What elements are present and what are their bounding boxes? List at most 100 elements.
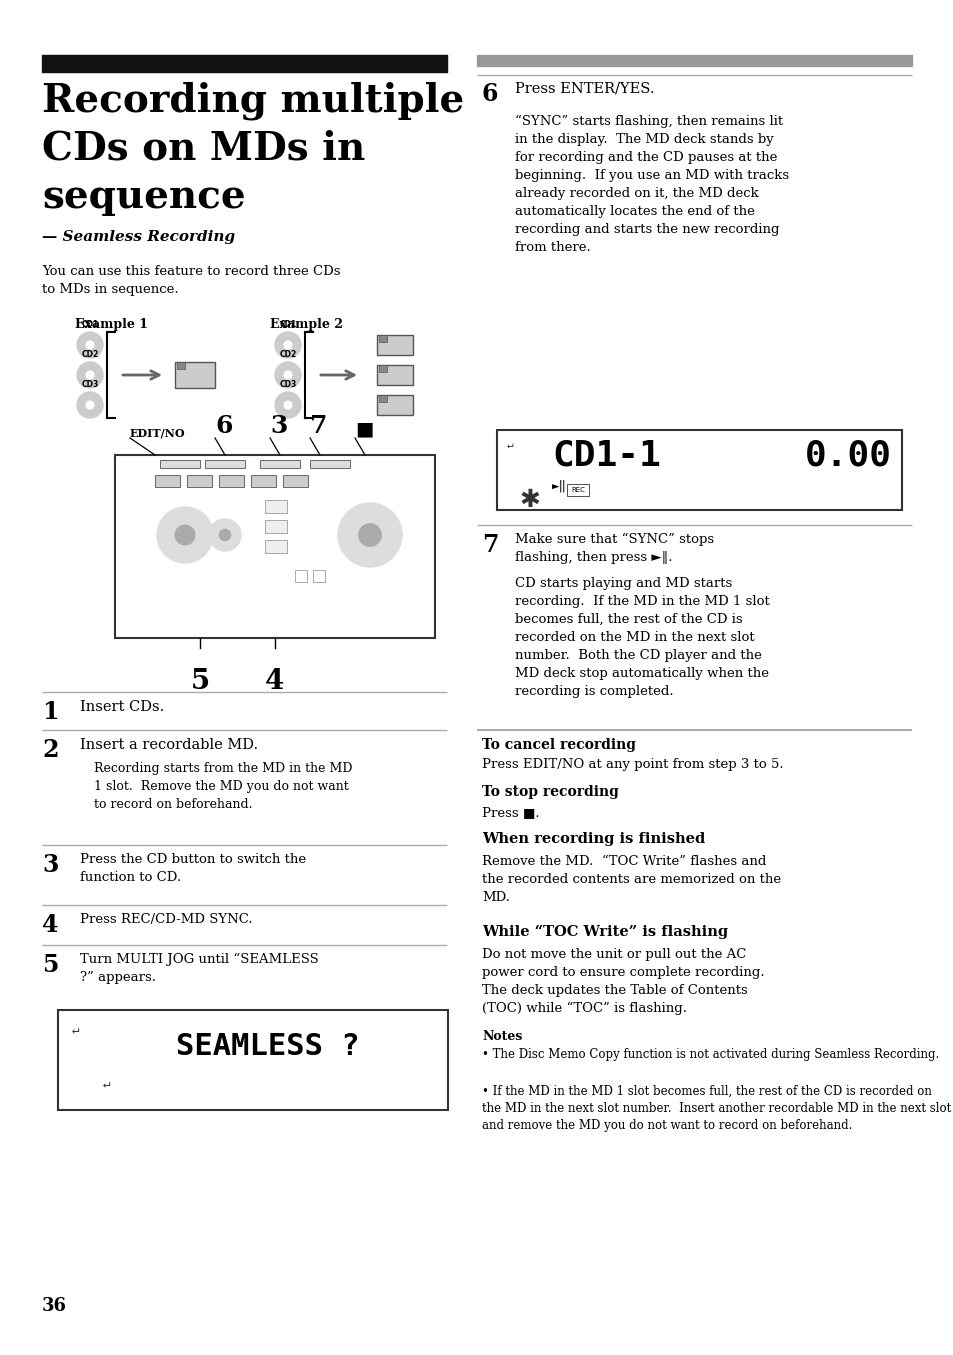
Text: 3: 3 xyxy=(270,415,287,438)
Circle shape xyxy=(284,371,292,379)
Text: REC: REC xyxy=(571,486,584,493)
Text: Do not move the unit or pull out the AC
power cord to ensure complete recording.: Do not move the unit or pull out the AC … xyxy=(481,948,763,1015)
Bar xyxy=(313,570,325,583)
Text: CD2: CD2 xyxy=(81,350,98,359)
Text: Turn MULTI JOG until “SEAMLESS
?” appears.: Turn MULTI JOG until “SEAMLESS ?” appear… xyxy=(80,953,318,984)
Text: CD2: CD2 xyxy=(279,350,296,359)
Circle shape xyxy=(77,332,103,358)
Text: 0.00: 0.00 xyxy=(804,438,891,472)
Text: Insert CDs.: Insert CDs. xyxy=(80,701,164,714)
Bar xyxy=(154,476,180,486)
Text: 36: 36 xyxy=(42,1297,67,1314)
Circle shape xyxy=(274,392,301,417)
Bar xyxy=(378,335,387,341)
Text: CD starts playing and MD starts
recording.  If the MD in the MD 1 slot
becomes f: CD starts playing and MD starts recordin… xyxy=(515,577,769,698)
Text: Press the CD button to switch the
function to CD.: Press the CD button to switch the functi… xyxy=(80,854,306,883)
Circle shape xyxy=(86,401,93,409)
Text: Example 2: Example 2 xyxy=(270,318,343,331)
Text: 6: 6 xyxy=(481,83,498,106)
Text: Recording starts from the MD in the MD
1 slot.  Remove the MD you do not want
to: Recording starts from the MD in the MD 1… xyxy=(94,762,352,812)
Bar xyxy=(265,541,287,553)
Bar xyxy=(219,476,244,486)
Bar xyxy=(376,364,413,385)
Circle shape xyxy=(284,401,292,409)
Bar xyxy=(115,455,435,638)
Bar xyxy=(205,459,245,467)
Text: ►‖: ►‖ xyxy=(552,480,566,493)
Circle shape xyxy=(337,503,401,566)
Text: • If the MD in the MD 1 slot becomes full, the rest of the CD is recorded on the: • If the MD in the MD 1 slot becomes ful… xyxy=(481,1085,950,1131)
Text: 4: 4 xyxy=(42,913,58,938)
Text: 5: 5 xyxy=(191,668,210,695)
Text: Press ENTER/YES.: Press ENTER/YES. xyxy=(515,83,654,96)
Text: 3: 3 xyxy=(42,854,58,877)
Text: Remove the MD.  “TOC Write” flashes and
the recorded contents are memorized on t: Remove the MD. “TOC Write” flashes and t… xyxy=(481,855,781,904)
Text: — Seamless Recording: — Seamless Recording xyxy=(42,230,234,244)
Circle shape xyxy=(219,530,231,541)
Text: Press REC/CD-MD SYNC.: Press REC/CD-MD SYNC. xyxy=(80,913,253,925)
Circle shape xyxy=(358,524,381,546)
Text: Press EDIT/NO at any point from step 3 to 5.: Press EDIT/NO at any point from step 3 t… xyxy=(481,757,782,771)
Circle shape xyxy=(77,362,103,388)
Circle shape xyxy=(157,507,213,562)
Bar xyxy=(294,570,307,583)
Text: ↵: ↵ xyxy=(71,1024,79,1037)
Text: While “TOC Write” is flashing: While “TOC Write” is flashing xyxy=(481,925,727,939)
Circle shape xyxy=(77,392,103,417)
Text: sequence: sequence xyxy=(42,178,245,215)
Text: CD1: CD1 xyxy=(279,320,296,329)
Text: CD3: CD3 xyxy=(279,379,296,389)
Bar xyxy=(378,396,387,402)
Bar xyxy=(376,335,413,355)
Text: Insert a recordable MD.: Insert a recordable MD. xyxy=(80,738,258,752)
Text: Make sure that “SYNC” stops
flashing, then press ►‖.: Make sure that “SYNC” stops flashing, th… xyxy=(515,533,714,564)
Circle shape xyxy=(274,332,301,358)
Text: Press ■.: Press ■. xyxy=(481,806,539,818)
Text: 7: 7 xyxy=(310,415,327,438)
Text: CDs on MDs in: CDs on MDs in xyxy=(42,130,365,168)
Text: 1: 1 xyxy=(42,701,58,724)
Text: Recording multiple: Recording multiple xyxy=(42,83,464,121)
Text: To cancel recording: To cancel recording xyxy=(481,738,636,752)
Text: CD3: CD3 xyxy=(81,379,98,389)
Text: ↵: ↵ xyxy=(103,1079,111,1091)
Text: ✱: ✱ xyxy=(518,488,539,512)
Text: You can use this feature to record three CDs
to MDs in sequence.: You can use this feature to record three… xyxy=(42,266,340,295)
Circle shape xyxy=(284,341,292,348)
Text: 5: 5 xyxy=(42,953,58,977)
Text: 7: 7 xyxy=(481,533,498,557)
Bar xyxy=(378,364,387,373)
Bar xyxy=(283,476,308,486)
Bar xyxy=(497,430,901,509)
Text: 6: 6 xyxy=(214,415,233,438)
Bar xyxy=(265,500,287,514)
Text: CD1-1: CD1-1 xyxy=(552,438,660,472)
Circle shape xyxy=(86,371,93,379)
Text: EDIT/NO: EDIT/NO xyxy=(130,427,186,438)
Text: 2: 2 xyxy=(42,738,58,762)
Text: When recording is finished: When recording is finished xyxy=(481,832,704,846)
Bar xyxy=(160,459,200,467)
Text: To stop recording: To stop recording xyxy=(481,785,618,799)
Text: SEAMLESS ?: SEAMLESS ? xyxy=(176,1033,359,1061)
Text: ↵: ↵ xyxy=(506,440,514,450)
Bar xyxy=(310,459,350,467)
Text: “SYNC” starts flashing, then remains lit
in the display.  The MD deck stands by
: “SYNC” starts flashing, then remains lit… xyxy=(515,115,788,255)
Text: • The Disc Memo Copy function is not activated during Seamless Recording.: • The Disc Memo Copy function is not act… xyxy=(481,1047,939,1061)
Bar xyxy=(187,476,212,486)
Text: CD1: CD1 xyxy=(81,320,98,329)
Bar xyxy=(177,362,185,369)
Bar xyxy=(174,362,214,388)
Bar xyxy=(265,520,287,533)
Circle shape xyxy=(86,341,93,348)
Circle shape xyxy=(209,519,241,551)
Circle shape xyxy=(175,526,194,545)
Text: 4: 4 xyxy=(265,668,284,695)
Bar xyxy=(260,459,299,467)
Text: Example 1: Example 1 xyxy=(75,318,148,331)
Bar xyxy=(58,1009,448,1110)
Circle shape xyxy=(274,362,301,388)
Bar xyxy=(251,476,275,486)
Text: Notes: Notes xyxy=(481,1030,522,1043)
Bar xyxy=(376,396,413,415)
